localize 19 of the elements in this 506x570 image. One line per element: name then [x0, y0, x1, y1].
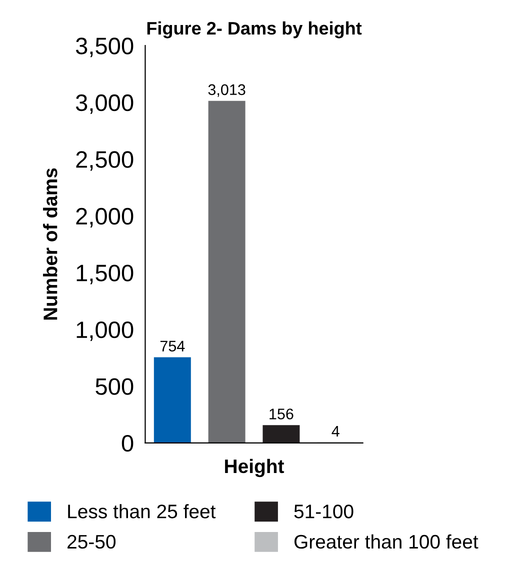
- y-tick-label: 1,000: [76, 321, 134, 341]
- y-axis-title: Number of dams: [43, 168, 58, 320]
- legend-label: Greater than 100 feet: [294, 534, 478, 549]
- legend-label: 51-100: [294, 504, 354, 518]
- y-tick-label: 0: [122, 434, 134, 452]
- data-label: 156: [270, 408, 294, 420]
- y-tick-label: 1,500: [76, 264, 134, 284]
- y-tick-label: 500: [96, 378, 134, 395]
- legend-label: 25-50: [68, 534, 116, 549]
- chart-title: Figure 2- Dams by height: [147, 21, 362, 38]
- data-label: 754: [160, 340, 185, 352]
- y-tick-label: 3,000: [76, 94, 134, 114]
- y-tick-label: 2,000: [76, 208, 134, 228]
- y-tick-label: 3,500: [76, 38, 134, 58]
- y-tick-label: 2,500: [76, 151, 134, 171]
- data-label: 4: [332, 426, 340, 436]
- data-label: 3,013: [208, 84, 246, 97]
- x-axis-title: Height: [225, 458, 284, 478]
- legend-label: Less than 25 feet: [68, 504, 216, 518]
